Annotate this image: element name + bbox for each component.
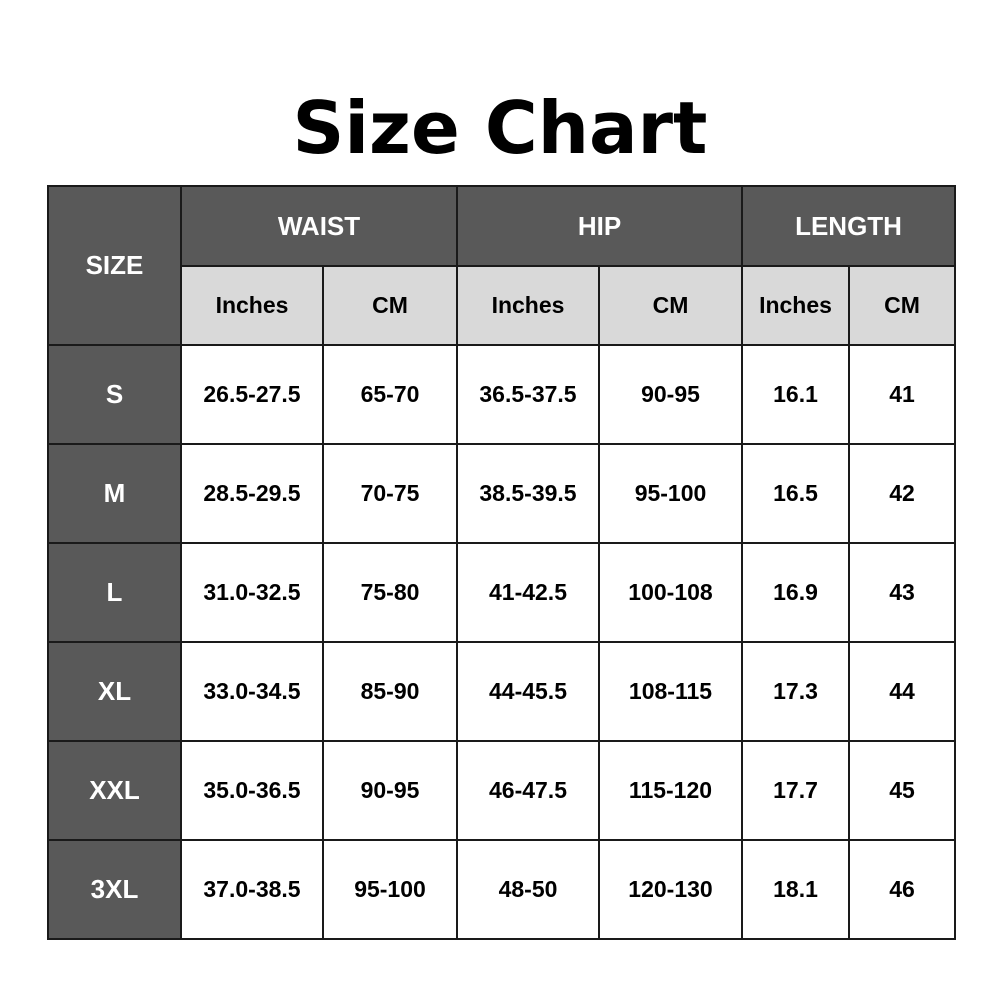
table-row: XL 33.0-34.5 85-90 44-45.5 108-115 17.3 44 [47,641,957,742]
unit-header: Inches [180,265,324,346]
table-cell: 44-45.5 [456,641,600,742]
size-label: XL [47,641,182,742]
size-header: SIZE [47,185,182,346]
table-cell: 16.5 [741,443,850,544]
table-cell: 90-95 [598,344,743,445]
size-chart-table: SIZE WAIST HIP LENGTH Inches CM Inches C… [47,185,957,940]
unit-header: CM [322,265,458,346]
table-cell: 18.1 [741,839,850,940]
table-cell: 108-115 [598,641,743,742]
table-cell: 100-108 [598,542,743,643]
size-label: S [47,344,182,445]
table-row: M 28.5-29.5 70-75 38.5-39.5 95-100 16.5 42 [47,443,957,544]
table-cell: 16.9 [741,542,850,643]
table-cell: 28.5-29.5 [180,443,324,544]
table-cell: 31.0-32.5 [180,542,324,643]
table-cell: 41-42.5 [456,542,600,643]
table-row: XXL 35.0-36.5 90-95 46-47.5 115-120 17.7 45 [47,740,957,841]
table-cell: 120-130 [598,839,743,940]
length-header: LENGTH [740,185,957,267]
table-cell: 45 [847,740,957,841]
unit-header: Inches [456,265,600,346]
table-cell: 95-100 [322,839,458,940]
table-cell: 46 [847,839,957,940]
page-title: Size Chart [292,86,708,170]
unit-header: CM [847,265,957,346]
size-label: 3XL [47,839,182,940]
table-cell: 115-120 [598,740,743,841]
table-cell: 38.5-39.5 [456,443,600,544]
table-cell: 37.0-38.5 [180,839,324,940]
size-label: M [47,443,182,544]
table-cell: 43 [847,542,957,643]
table-cell: 75-80 [322,542,458,643]
table-cell: 33.0-34.5 [180,641,324,742]
table-row: 3XL 37.0-38.5 95-100 48-50 120-130 18.1 46 [47,839,957,940]
unit-header: CM [598,265,743,346]
table-cell: 35.0-36.5 [180,740,324,841]
table-cell: 16.1 [741,344,850,445]
table-cell: 70-75 [322,443,458,544]
table-cell: 41 [847,344,957,445]
table-cell: 48-50 [456,839,600,940]
table-cell: 90-95 [322,740,458,841]
table-cell: 85-90 [322,641,458,742]
table-cell: 95-100 [598,443,743,544]
table-row: L 31.0-32.5 75-80 41-42.5 100-108 16.9 43 [47,542,957,643]
table-cell: 65-70 [322,344,458,445]
table-cell: 44 [847,641,957,742]
table-cell: 36.5-37.5 [456,344,600,445]
waist-header: WAIST [180,185,458,267]
hip-header: HIP [456,185,743,267]
table-cell: 46-47.5 [456,740,600,841]
table-cell: 26.5-27.5 [180,344,324,445]
table-cell: 17.7 [741,740,850,841]
size-label: L [47,542,182,643]
size-label: XXL [47,740,182,841]
table-row: S 26.5-27.5 65-70 36.5-37.5 90-95 16.1 41 [47,344,957,445]
table-cell: 42 [847,443,957,544]
unit-header: Inches [741,265,850,346]
table-cell: 17.3 [741,641,850,742]
